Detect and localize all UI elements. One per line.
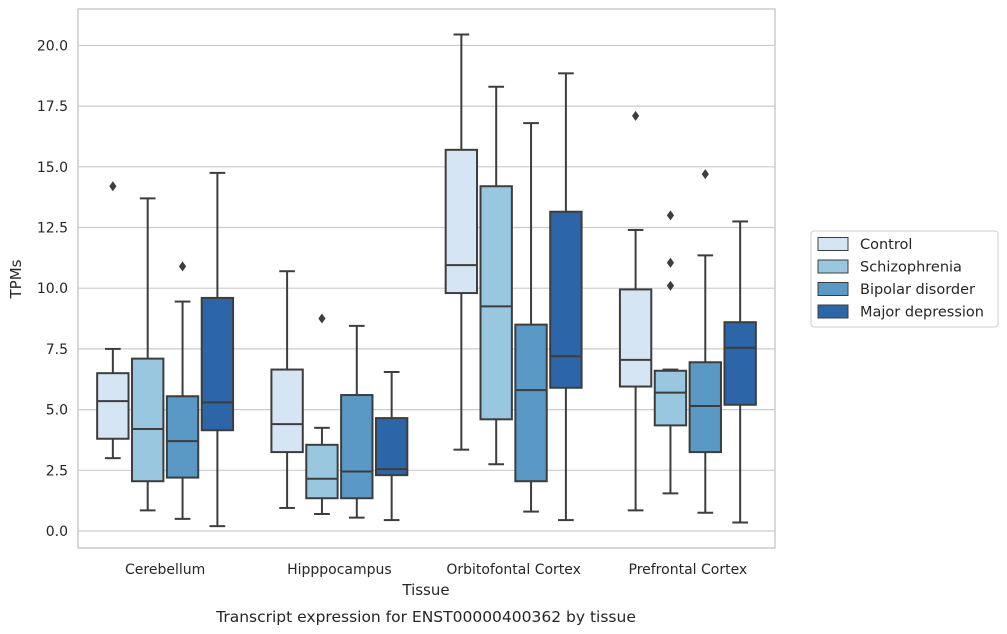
y-tick-label: 12.5: [37, 221, 68, 237]
box-group: [165, 261, 200, 520]
box: [270, 368, 304, 454]
box-group: [96, 181, 130, 460]
y-tick-labels: 0.0 2.5 5.0 7.5 10.0 12.5 15.0 17.5 20.0: [37, 38, 68, 540]
y-tick-label: 2.5: [46, 463, 68, 479]
legend-label: Schizophrenia: [860, 260, 962, 276]
y-tick-label: 5.0: [46, 403, 68, 419]
box: [165, 395, 200, 479]
box-group: [131, 197, 165, 512]
box: [549, 210, 583, 389]
box: [688, 361, 722, 454]
box-group: [444, 33, 479, 451]
box: [479, 185, 513, 421]
legend-label: Major depression: [860, 305, 984, 321]
box: [618, 288, 653, 388]
box-group: [374, 370, 409, 522]
y-tick-label: 17.5: [37, 99, 68, 115]
outlier-marker: [666, 280, 675, 291]
x-axis-title: Tissue: [401, 581, 449, 599]
box: [200, 296, 235, 432]
legend-swatch: [817, 237, 849, 251]
y-tick-label: 10.0: [37, 281, 68, 297]
box-group: [618, 110, 653, 512]
box: [444, 148, 479, 295]
figure-caption: Transcript expression for ENST0000040036…: [215, 608, 636, 626]
outlier-marker: [178, 261, 187, 272]
box-group: [514, 122, 548, 513]
box-group: [305, 313, 339, 516]
box-group: [653, 210, 688, 495]
legend-label: Bipolar disorder: [860, 282, 975, 298]
outlier-marker: [318, 313, 326, 324]
legend-label: Control: [860, 237, 912, 253]
box: [514, 323, 548, 483]
box-group: [340, 324, 374, 519]
box-group: [549, 72, 583, 522]
box-group: [688, 169, 722, 514]
outlier-marker: [109, 181, 117, 192]
legend-swatch: [817, 304, 849, 319]
y-tick-label: 15.0: [37, 160, 68, 176]
legend-swatch: [817, 282, 849, 296]
box: [340, 394, 374, 500]
x-tick-label: Hipppocampus: [287, 562, 392, 578]
outlier-marker: [666, 257, 675, 268]
legend-swatch: [817, 259, 849, 274]
box: [131, 357, 165, 483]
box-group: [200, 171, 235, 528]
boxes: [96, 33, 757, 528]
x-tick-labels: Cerebellum Hipppocampus Orbitofontal Corte…: [125, 562, 747, 578]
x-tick-label: Cerebellum: [125, 562, 205, 578]
box: [374, 417, 409, 477]
box-group: [723, 220, 757, 524]
y-tick-label: 20.0: [37, 38, 68, 54]
box: [723, 321, 757, 406]
y-tick-label: 7.5: [46, 342, 68, 358]
outlier-marker: [632, 110, 640, 121]
y-tick-label: 0.0: [46, 524, 68, 540]
outlier-marker: [666, 210, 675, 221]
y-axis-title: TPMs: [7, 259, 25, 299]
box: [653, 369, 688, 427]
box-group: [270, 270, 304, 509]
legend-frame: [810, 230, 999, 328]
box-group: [479, 85, 513, 466]
box: [305, 443, 339, 500]
outlier-marker: [701, 169, 709, 180]
x-tick-label: Orbitofontal Cortex: [446, 562, 581, 578]
x-tick-label: Prefrontal Cortex: [629, 562, 748, 578]
legend: Control Schizophrenia Bipolar disorder Majo…: [810, 230, 999, 328]
box: [96, 372, 130, 440]
